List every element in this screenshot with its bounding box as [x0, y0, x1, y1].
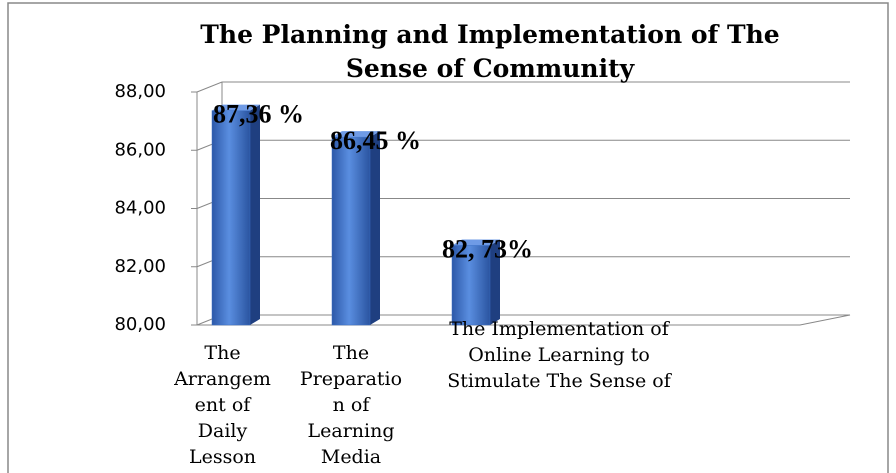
x-tick-label: The Implementation of Online Learning to…: [447, 318, 671, 392]
grid-line: [196, 139, 850, 151]
bar-side: [250, 104, 260, 325]
x-tick-label: The Preparation of Learning Media: [299, 342, 403, 468]
bar-top: [212, 104, 260, 111]
x-tick-label: The Arrangement of Daily Lesson Plan: [174, 342, 271, 473]
chart-frame: [7, 2, 889, 473]
bar: [211, 110, 251, 326]
bar-side: [490, 239, 500, 325]
chart-title: The Planning and Implementation of The S…: [200, 20, 780, 83]
value-label: 87,36 %: [213, 100, 304, 129]
y-tick-label: 80,00: [114, 314, 166, 335]
y-tick-label: 82,00: [114, 256, 166, 277]
y-tick-label: 88,00: [114, 81, 166, 102]
bar: [331, 136, 371, 326]
y-tick-label: 84,00: [114, 198, 166, 219]
value-label: 82, 73%: [442, 234, 533, 263]
grid-line: [196, 81, 850, 93]
bar-top: [332, 131, 380, 138]
bar: [451, 245, 491, 326]
value-label: 86,45 %: [330, 126, 421, 155]
y-tick-label: 86,00: [114, 139, 166, 160]
bar-side: [370, 131, 380, 325]
bar-top: [452, 239, 500, 246]
grid-line: [196, 198, 850, 209]
